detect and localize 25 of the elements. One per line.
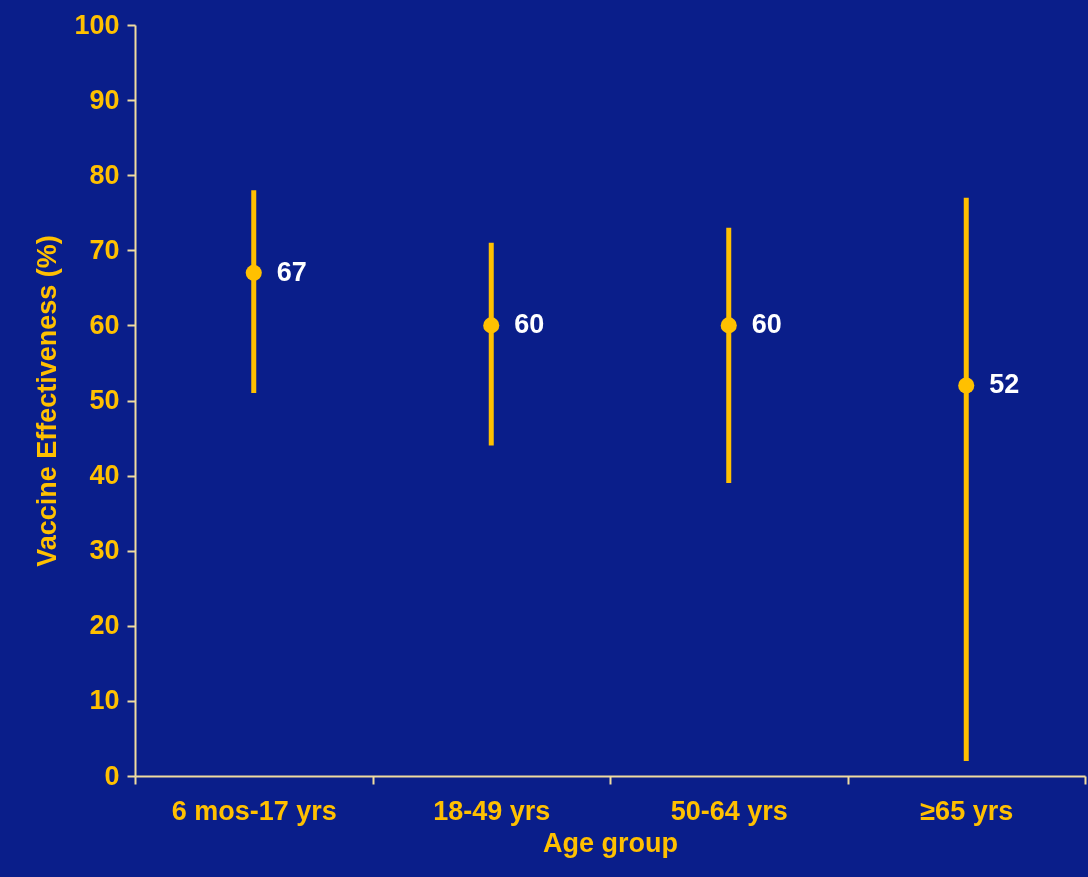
point: [958, 377, 975, 394]
point: [720, 317, 737, 334]
y-tick-label: 70: [89, 234, 120, 265]
data-label: 52: [989, 369, 1020, 400]
data-label: 60: [751, 309, 782, 340]
x-tick-label: ≥65 yrs: [920, 795, 1014, 826]
x-tick-label: 50-64 yrs: [670, 795, 788, 826]
x-tick-label: 6 mos-17 yrs: [171, 795, 337, 826]
point: [483, 317, 500, 334]
y-tick-label: 0: [104, 760, 120, 791]
x-axis-title: Age group: [543, 827, 678, 858]
y-tick-label: 30: [89, 535, 120, 566]
x-tick-label: 18-49 yrs: [433, 795, 551, 826]
y-tick-label: 20: [89, 610, 120, 641]
y-tick-label: 60: [89, 309, 120, 340]
data-label: 60: [514, 309, 545, 340]
point: [245, 264, 262, 281]
y-tick-label: 90: [89, 84, 120, 115]
y-tick-label: 40: [89, 460, 120, 491]
y-tick-label: 50: [89, 385, 120, 415]
data-label: 67: [276, 256, 307, 287]
y-axis-title: Vaccine Effectiveness (%): [32, 235, 63, 567]
y-tick-label: 10: [89, 685, 120, 716]
y-tick-label: 100: [74, 9, 120, 40]
y-tick-label: 80: [89, 159, 120, 190]
